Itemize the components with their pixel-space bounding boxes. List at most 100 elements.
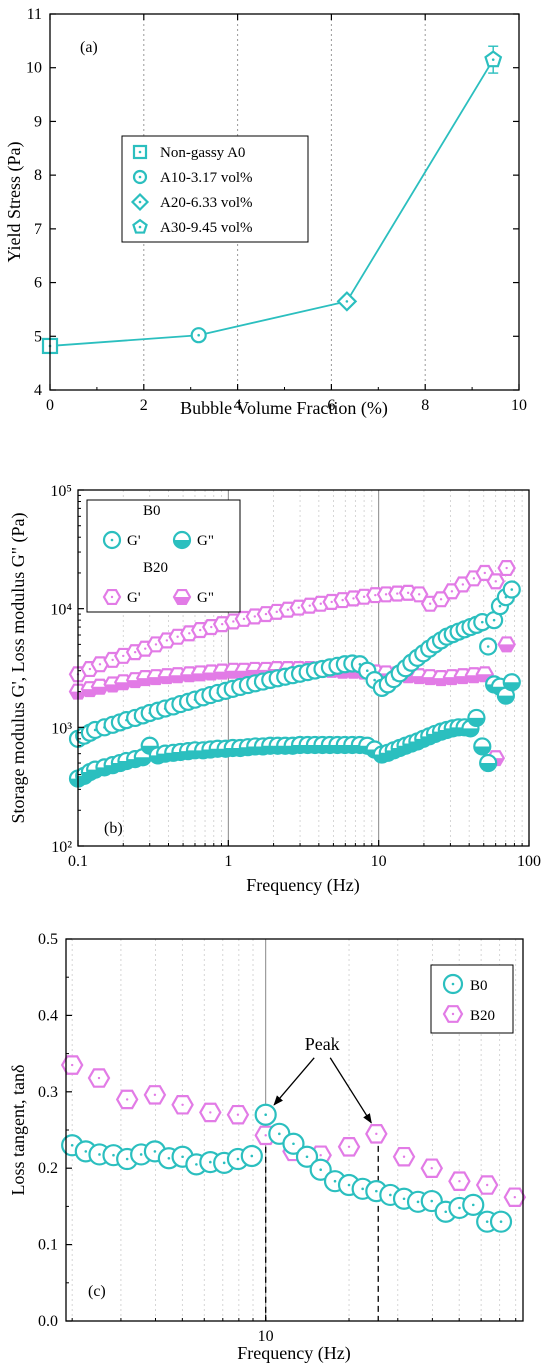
b-point-dot [220,622,224,626]
c-point-dot [389,1193,392,1197]
b-point [473,737,492,756]
b-point-fill [134,757,151,766]
c-point [365,1124,388,1144]
c-legend-marker-dot [451,1012,455,1016]
b-point-dot [374,593,377,597]
c-grid [71,939,517,1321]
c-legend-box [430,964,514,1034]
c-point-dot [125,1098,129,1101]
c-point-dot [402,1155,406,1158]
b-point-dot [373,678,376,682]
panel-c-loss-tangent-chart: Peak 10 0.0 0.1 0.2 0.3 0.4 0.5 (c) Frequency … [8,931,527,1364]
b-point-dot [492,618,496,622]
b-point-dot [188,632,191,635]
a-y-tick-label: 4 [34,382,42,399]
b-point-fill [468,717,485,726]
a-legend-marker-circle-dot [138,175,142,179]
b-y-tick-label: 10⁴ [50,602,72,619]
c-point-dot [485,1220,489,1223]
c-annotation-text: Peak [305,1034,340,1054]
b-y-tick-label: 10³ [51,720,72,737]
b-point [502,580,521,599]
c-y-tick-label: 0.0 [38,1313,58,1330]
a-legend-label: Non-gassy A0 [160,145,245,161]
c-y-tick-label: 0.1 [38,1237,58,1254]
c-legend: B0 B20 [430,964,514,1034]
c-point-dot [84,1150,88,1153]
b-panel-label: (b) [104,820,123,837]
b-point-dot [122,654,125,658]
b-point-dot [264,612,268,616]
c-legend-marker-dot [451,982,455,986]
b-point-fill [498,644,515,652]
c-point-dot [153,1093,157,1097]
c-point-dot [319,1168,322,1172]
b-point-fill [462,728,479,737]
panel-b-modulus-chart: 0.1 1 10 100 10² 10³ 10⁴ 10⁵ (b) Frequency (Hz)… [8,483,541,896]
c-point-dot [499,1220,503,1223]
c-point [143,1085,167,1105]
a-x-tick-label: 4 [234,397,242,414]
c-point-dot [195,1163,198,1166]
b-point-dot [176,635,179,638]
c-legend-marker [442,973,464,995]
c-point-dot [70,1143,74,1147]
b-point-dot [253,615,257,618]
c-point-dot [333,1179,337,1183]
a-x-tick-label: 2 [140,397,148,414]
b-legend-marker [172,530,192,550]
b-point-dot [232,620,235,623]
c-point [282,1132,305,1155]
b-point [496,686,515,705]
b-point [479,753,498,773]
a-point-diamond-dot [345,300,349,303]
c-point-dot [125,1157,129,1161]
c-point-dot [97,1076,101,1080]
a-legend-marker-circle [132,169,148,185]
b-point-dot [472,577,476,580]
b-point-dot [362,595,366,598]
b-point-dot [417,593,421,596]
b-point-dot [297,606,300,609]
c-point-dot [139,1153,143,1156]
b-legend-entry: G' [127,590,141,606]
b-point-dot [396,592,399,595]
b-point-dot [406,591,410,595]
c-y-axis-label: Loss tangent, tanδ [8,1065,28,1196]
b-point-dot [428,602,432,605]
b-point-fill [503,682,520,691]
c-point-dot [347,1145,351,1149]
b-point-dot [308,604,311,607]
a-legend-marker-diamond [130,192,150,212]
b-x-tick-label: 1 [224,853,232,870]
c-y-tick-label: 0.2 [38,1160,58,1177]
c-y-tick-label: 0.3 [38,1084,58,1101]
a-legend-label: A10-3.17 vol% [160,170,253,186]
a-legend-box [121,135,309,243]
c-ticks: 10 0.0 0.1 0.2 0.3 0.4 0.5 [38,931,517,1345]
b-legend-marker-dot [110,595,114,599]
c-point-dot [319,1154,322,1157]
b-point-dot [505,566,508,570]
b-point-dot [480,620,484,624]
b-point-dot [144,647,147,650]
b-point-dot [275,610,278,614]
b-grid [122,490,523,846]
c-point-dot [209,1160,212,1164]
b-x-tick-label: 100 [517,853,541,870]
c-point-dot [458,1206,461,1210]
c-point-dot [375,1189,378,1193]
b-x-tick-label: 0.1 [68,853,88,870]
b-point-dot [133,650,137,654]
a-panel-label: (a) [80,39,98,56]
c-x-axis-label: Frequency (Hz) [237,1343,350,1364]
b-legend-marker-fill [174,540,190,548]
b-point-dot [210,625,213,629]
c-point [199,1102,222,1123]
c-point-dot [361,1187,364,1191]
b-point [497,636,516,653]
c-point [503,1187,527,1207]
a-legend: Non-gassy A0 A10-3.17 vol% A20-6.33 vol% A3… [121,135,309,243]
c-point [462,1193,485,1216]
b-series-B0-loss [68,673,521,788]
